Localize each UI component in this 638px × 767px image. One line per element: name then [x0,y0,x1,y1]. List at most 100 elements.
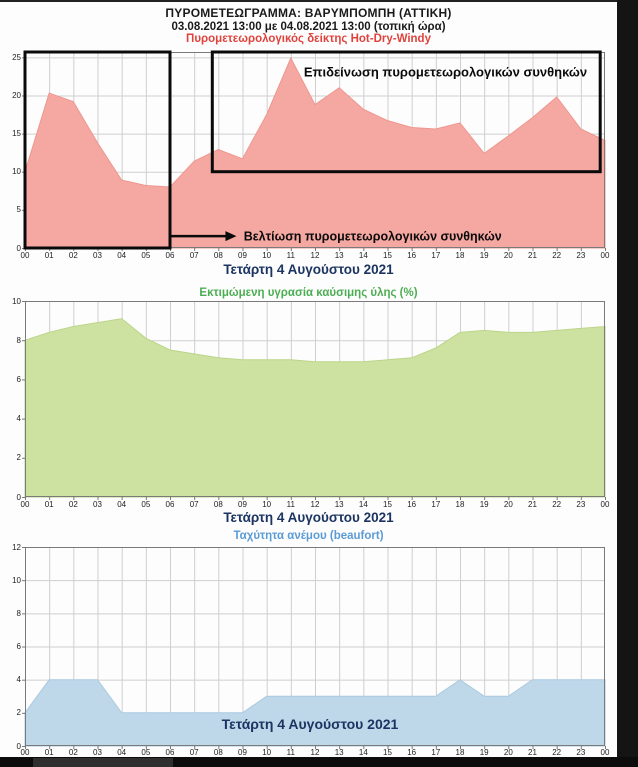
x-tick-label: 00 [600,500,610,509]
x-tick-label: 17 [431,251,441,260]
plot-frame [25,301,605,497]
x-tick-label: 21 [528,251,537,260]
hdw-xlabel-date: Τετάρτη 4 Αυγούστου 2021 [223,262,394,277]
y-tick-label: 0 [16,243,21,253]
wind-speed-svg: Τετάρτη 4 Αυγούστου 2021 [22,547,606,749]
hot-dry-windy-svg: Επιδείνωση πυρομετεωρολογικών συνθηκών Βε… [22,50,606,251]
tick-marks [22,301,606,500]
x-tick-label: 20 [503,251,513,260]
x-tick-label: 15 [383,748,392,757]
x-tick-label: 21 [528,748,537,757]
x-tick-label: 19 [479,500,489,509]
x-tick-label: 21 [528,500,537,509]
x-tick-label: 10 [262,500,272,509]
x-tick-label: 07 [189,748,199,757]
x-tick-label: 17 [431,500,441,509]
title-period: 03.08.2021 13:00 με 04.08.2021 13:00 (το… [171,21,446,33]
top-border-strip [0,0,638,2]
x-tick-label: 23 [576,251,586,260]
worsening-box-label: Επιδείνωση πυρομετεωρολογικών συνθηκών [304,64,587,79]
x-tick-label: 09 [238,251,247,260]
x-tick-label: 04 [117,748,127,757]
fuel-moisture-chart-plot [22,301,606,500]
x-tick-label: 03 [93,251,102,260]
x-tick-label: 18 [455,500,465,509]
x-tick-label: 05 [141,748,151,757]
x-tick-label: 23 [576,748,586,757]
x-tick-label: 14 [358,500,368,509]
x-tick-label: 16 [407,251,417,260]
y-tick-label: 8 [16,608,21,618]
x-tick-label: 16 [407,500,417,509]
x-tick-label: 05 [141,500,151,509]
x-tick-label: 23 [576,500,586,509]
x-tick-label: 03 [93,500,102,509]
x-tick-label: 03 [93,748,102,757]
x-tick-label: 01 [44,748,54,757]
x-tick-label: 08 [213,251,223,260]
y-tick-label: 15 [12,129,21,139]
y-tick-label: 5 [16,205,21,215]
x-tick-label: 08 [213,748,223,757]
x-tick-label: 07 [189,251,199,260]
x-tick-label: 04 [117,251,127,260]
x-tick-label: 12 [310,748,320,757]
x-tick-label: 12 [310,500,320,509]
x-tick-label: 22 [552,251,562,260]
y-tick-label: 0 [16,492,21,502]
x-tick-label: 15 [383,251,392,260]
x-tick-label: 19 [479,748,489,757]
y-tick-label: 0 [16,741,21,751]
bottom-black-strip [0,757,638,767]
wind-speed-area-series [24,679,606,747]
x-tick-label: 17 [431,748,441,757]
x-tick-label: 13 [334,251,344,260]
x-tick-label: 13 [334,748,344,757]
x-tick-label: 07 [189,500,199,509]
y-tick-label: 10 [12,167,21,177]
x-tick-label: 13 [334,500,344,509]
x-tick-label: 22 [552,748,562,757]
hdw-chart-title: Πυρομετεωρολογικός δείκτης Hot-Dry-Windy [186,33,431,45]
y-tick-label: 2 [16,453,21,463]
page-title: ΠΥΡΟΜΕΤΕΩΓΡΑΜΜΑ: ΒΑΡΥΜΠΟΜΠΗ (ΑΤΤΙΚΗ) 03.… [0,6,617,34]
x-tick-label: 02 [68,251,78,260]
x-tick-label: 14 [358,251,368,260]
x-tick-label: 18 [455,748,465,757]
x-tick-label: 00 [20,251,30,260]
hdw-chart-plot: Επιδείνωση πυρομετεωρολογικών συνθηκών Βε… [22,50,606,251]
improvement-arrow-label: Βελτίωση πυρομετεωρολογικών συνθηκών [244,230,502,244]
x-tick-label: 02 [68,748,78,757]
improvement-arrow-head [225,231,237,242]
wind-speed-xlabel-date-inside: Τετάρτη 4 Αυγούστου 2021 [222,716,399,732]
fuel-moisture-xlabel-date: Τετάρτη 4 Αυγούστου 2021 [223,510,394,525]
x-tick-label: 00 [20,748,30,757]
x-tick-label: 20 [503,500,513,509]
wind-chart-title: Ταχύτητα ανέμου (beaufort) [233,530,384,542]
x-tick-label: 06 [165,251,175,260]
x-tick-label: 11 [286,748,295,757]
x-tick-label: 20 [503,748,513,757]
x-tick-label: 16 [407,748,417,757]
improvement-box [23,50,172,250]
x-tick-label: 04 [117,500,127,509]
title-location: ΠΥΡΟΜΕΤΕΩΓΡΑΜΜΑ: ΒΑΡΥΜΠΟΜΠΗ (ΑΤΤΙΚΗ) [165,6,452,20]
x-tick-label: 05 [141,251,151,260]
x-tick-label: 01 [44,500,54,509]
x-tick-label: 10 [262,748,272,757]
y-tick-label: 12 [12,542,21,552]
right-black-strip [617,0,638,767]
x-tick-label: 06 [165,748,175,757]
x-tick-label: 18 [455,251,465,260]
x-tick-label: 00 [600,251,610,260]
y-tick-label: 10 [12,296,21,306]
x-tick-label: 09 [238,500,247,509]
x-tick-label: 15 [383,500,392,509]
fuel-moisture-area-series [24,318,606,498]
y-tick-label: 6 [16,642,21,651]
x-tick-label: 11 [286,251,295,260]
x-tick-label: 19 [479,251,489,260]
tick-marks [22,547,606,749]
x-tick-label: 22 [552,500,562,509]
